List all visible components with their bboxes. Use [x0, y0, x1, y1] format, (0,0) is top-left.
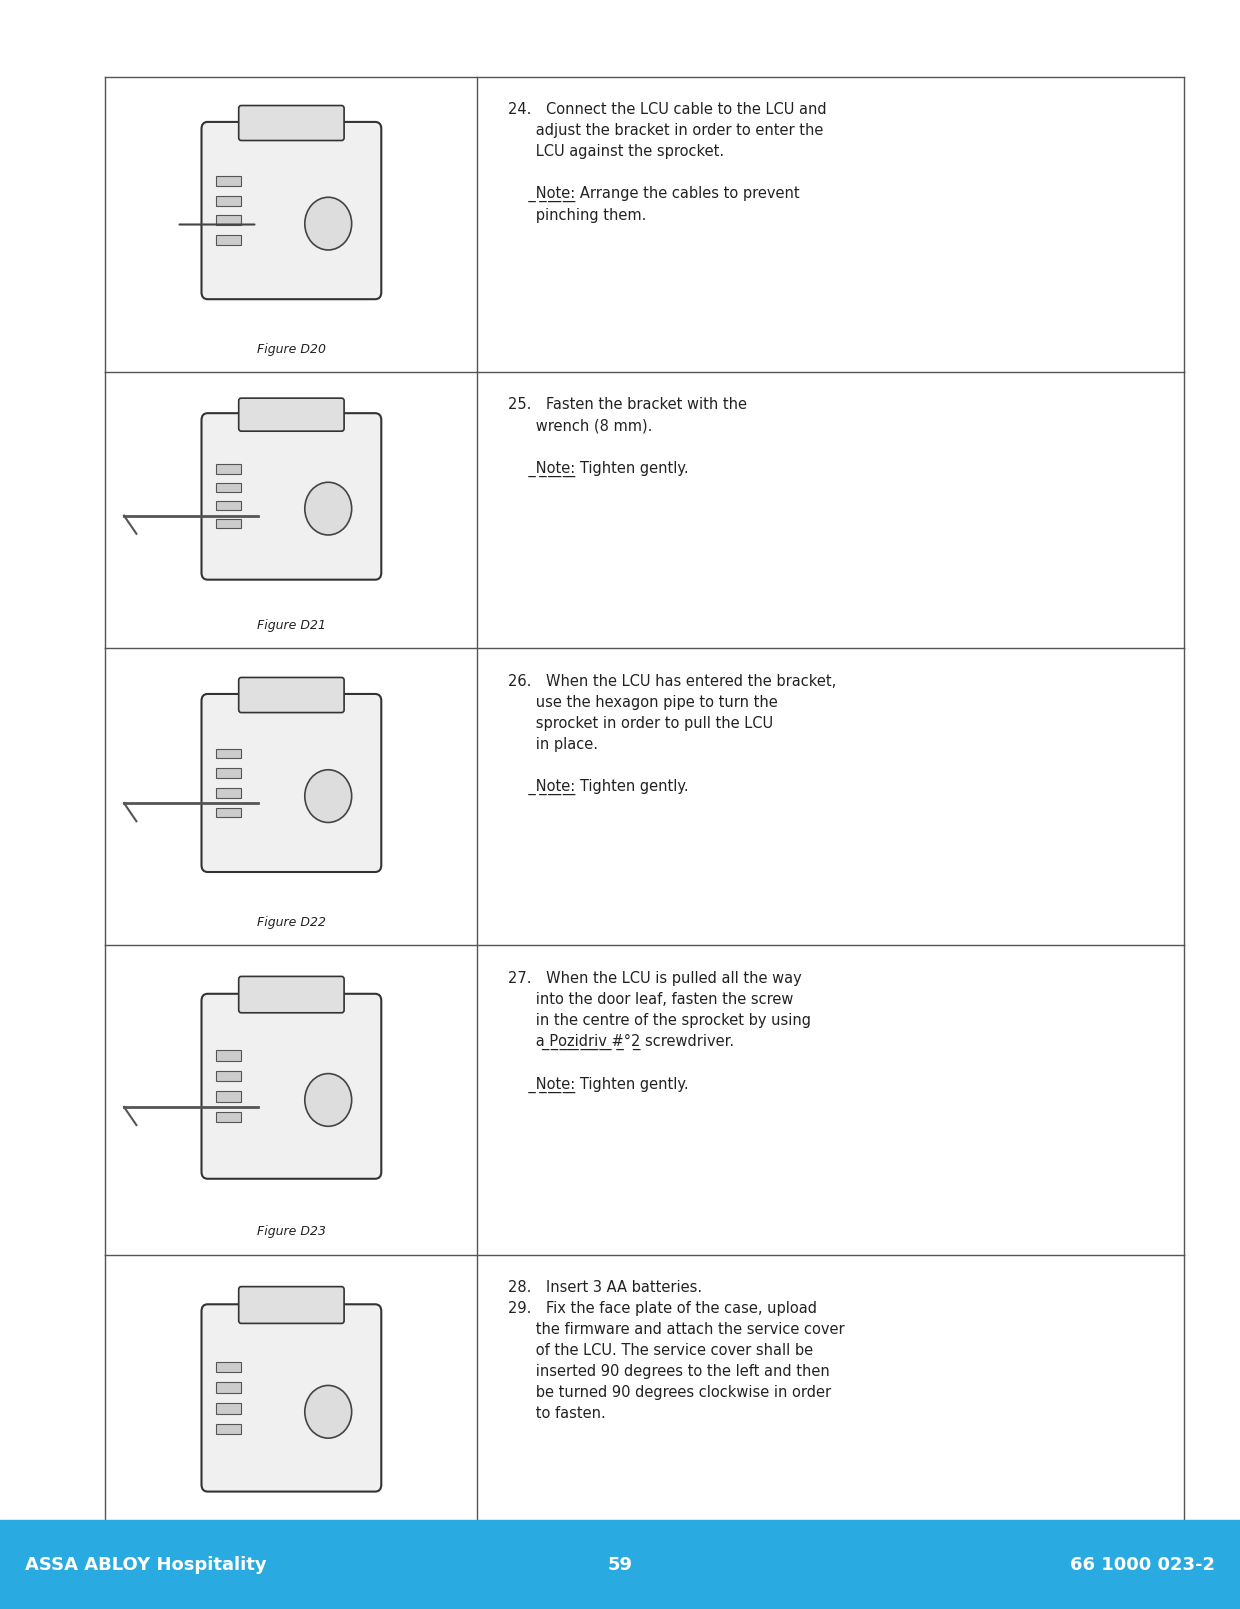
Text: Figure D21: Figure D21	[257, 619, 326, 632]
FancyBboxPatch shape	[238, 977, 345, 1012]
Text: 25. Fasten the bracket with the
      wrench (8 mm).

      ̲N̲o̲t̲e̲:̲ Tighten : 25. Fasten the bracket with the wrench (…	[508, 397, 748, 476]
Bar	[216, 500, 241, 510]
Bar	[216, 1382, 241, 1393]
Text: 24. Connect the LCU cable to the LCU and
      adjust the bracket in order to en: 24. Connect the LCU cable to the LCU and…	[508, 101, 827, 224]
Bar	[216, 177, 241, 187]
Bar	[216, 808, 241, 817]
Bar	[0, 1521, 1240, 1609]
FancyBboxPatch shape	[201, 414, 382, 579]
FancyBboxPatch shape	[201, 693, 382, 872]
Bar	[216, 748, 241, 758]
Bar	[216, 1403, 241, 1414]
FancyBboxPatch shape	[238, 677, 345, 713]
Text: 27. When the LCU is pulled all the way
      into the door leaf, fasten the scre: 27. When the LCU is pulled all the way i…	[508, 970, 811, 1093]
Text: Figure D24: Figure D24	[257, 1540, 326, 1553]
Bar	[216, 235, 241, 245]
Text: Figure D22: Figure D22	[257, 916, 326, 928]
FancyBboxPatch shape	[201, 122, 382, 299]
Text: Figure D23: Figure D23	[257, 1226, 326, 1239]
FancyBboxPatch shape	[201, 1305, 382, 1492]
Text: Figure D20: Figure D20	[257, 343, 326, 356]
Bar	[216, 196, 241, 206]
Bar	[216, 1361, 241, 1372]
Text: 28. Insert 3 AA batteries.
29. Fix the face plate of the case, upload
      the : 28. Insert 3 AA batteries. 29. Fix the f…	[508, 1281, 844, 1421]
Bar	[216, 788, 241, 798]
FancyBboxPatch shape	[238, 397, 345, 431]
Text: 59: 59	[608, 1556, 632, 1574]
Text: 66 1000 023-2: 66 1000 023-2	[1070, 1556, 1215, 1574]
Circle shape	[305, 1385, 352, 1438]
FancyBboxPatch shape	[238, 106, 345, 140]
Bar	[216, 520, 241, 528]
Bar	[216, 767, 241, 779]
Bar	[216, 465, 241, 473]
FancyBboxPatch shape	[238, 1287, 345, 1324]
Text: 26. When the LCU has entered the bracket,
      use the hexagon pipe to turn the: 26. When the LCU has entered the bracket…	[508, 674, 837, 795]
Text: ASSA ABLOY Hospitality: ASSA ABLOY Hospitality	[25, 1556, 267, 1574]
Bar	[216, 1112, 241, 1121]
Bar	[216, 216, 241, 225]
Circle shape	[305, 769, 352, 822]
Bar	[216, 1072, 241, 1081]
Bar	[216, 483, 241, 492]
Bar	[216, 1424, 241, 1434]
FancyBboxPatch shape	[201, 994, 382, 1179]
Circle shape	[305, 198, 352, 249]
Bar	[216, 1091, 241, 1102]
Circle shape	[305, 483, 352, 534]
Circle shape	[305, 1073, 352, 1126]
Bar	[216, 1051, 241, 1060]
